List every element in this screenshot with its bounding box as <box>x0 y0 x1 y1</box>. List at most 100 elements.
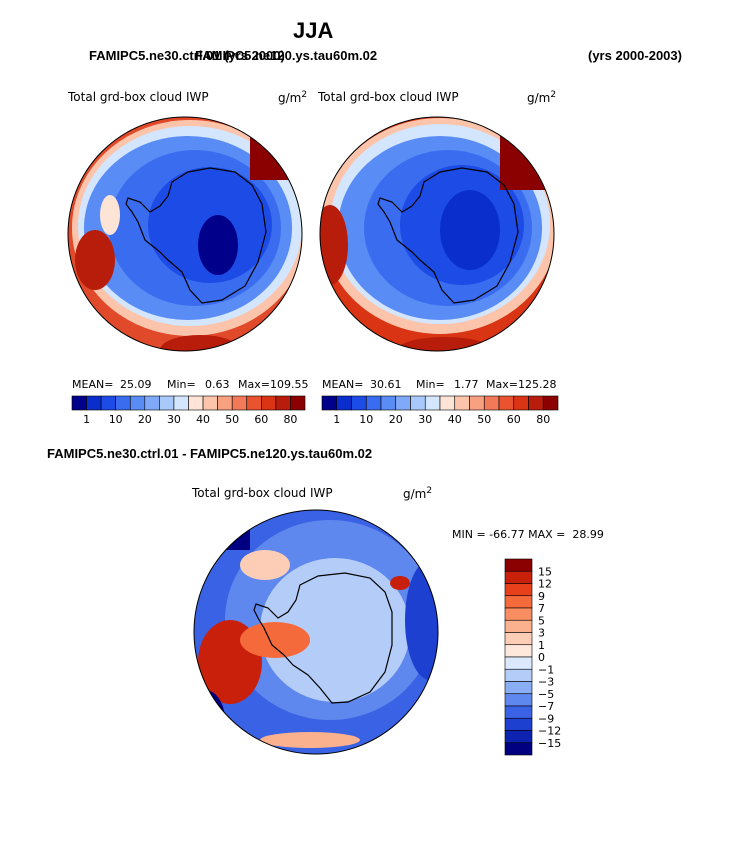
colorbar-1-swatch <box>217 395 233 411</box>
colorbar-1-swatch <box>129 395 146 411</box>
colorbar-2-swatch <box>498 395 515 411</box>
panel2-coastline <box>377 167 519 304</box>
colorbar-1-swatch <box>246 395 262 411</box>
colorbar-3-swatch <box>504 656 533 670</box>
colorbar-2-swatch <box>528 395 544 411</box>
colorbar-3-tick-label: 7 <box>538 602 545 615</box>
colorbar-2-tick-label: 20 <box>389 413 403 426</box>
panel1-coastline <box>125 167 267 304</box>
panel1-units-sup: 2 <box>301 90 308 100</box>
colorbar-1-tick-label: 40 <box>196 413 210 426</box>
panel3-stats: MIN = -66.77 MAX = 28.99 <box>452 528 604 541</box>
colorbar-1-swatch <box>290 395 306 411</box>
colorbar-3-swatch <box>504 644 533 658</box>
colorbar-2-swatch <box>351 395 367 411</box>
panel2-min: 1.77 <box>454 378 479 391</box>
colorbar-3-swatch <box>504 717 533 731</box>
panel1-title: Total grd-box cloud IWP <box>68 90 209 104</box>
colorbar-2-tick-label: 1 <box>333 413 340 426</box>
colorbar-2-swatch <box>424 395 441 411</box>
panel1-max-label: Max= <box>238 378 270 391</box>
colorbar-3-tick-label: 12 <box>538 578 552 591</box>
case-title-left-overlap: FAMIPC5.ne120.ys.tau60m.02 <box>195 48 378 63</box>
colorbar-1-swatch <box>261 395 277 411</box>
colorbar-1-swatch <box>86 395 102 411</box>
panel1-units: g/m2 <box>278 90 307 105</box>
panel3-coastline <box>253 572 393 704</box>
colorbar-2-swatch <box>410 395 426 411</box>
colorbar-2-tick-label: 50 <box>477 413 491 426</box>
colorbar-1-swatch <box>173 395 189 411</box>
colorbar-3-tick-label: −12 <box>538 725 561 738</box>
colorbar-3-swatch <box>504 595 533 609</box>
panel3-title: Total grd-box cloud IWP <box>192 486 333 500</box>
colorbar-2-swatch <box>454 395 470 411</box>
panel2-mean-label: MEAN= <box>322 378 364 391</box>
panel1-mean: 25.09 <box>120 378 152 391</box>
colorbar-1-tick-label: 1 <box>83 413 90 426</box>
colorbar-1-swatch <box>202 395 218 411</box>
colorbar-1-swatch <box>71 395 87 411</box>
colorbar-1: 1 10 20 30 40 50 60 80 <box>71 395 306 426</box>
colorbar-1-swatch <box>231 395 248 411</box>
panel1-max: 109.55 <box>270 378 309 391</box>
colorbar-3-swatch <box>504 619 533 633</box>
colorbar-1-tick-label: 60 <box>254 413 268 426</box>
colorbar-1-swatch <box>144 395 160 411</box>
colorbar-2-swatch <box>439 395 456 411</box>
colorbar-1-swatch <box>115 395 131 411</box>
colorbar-3-swatch <box>504 583 533 597</box>
panel2-mean: 30.61 <box>370 378 402 391</box>
panel2-min-label: Min= <box>416 378 445 391</box>
panel2-max-label: Max= <box>486 378 518 391</box>
colorbar-3-tick-label: 3 <box>538 627 545 640</box>
colorbar-3-swatch <box>504 681 533 695</box>
colorbar-3-tick-label: 1 <box>538 639 545 652</box>
panel2-max: 125.28 <box>518 378 557 391</box>
colorbar-3-tick-label: 5 <box>538 614 545 627</box>
panel1-mean-label: MEAN= <box>72 378 114 391</box>
colorbar-3-tick-label: −5 <box>538 688 554 701</box>
colorbar-1-tick-label: 20 <box>138 413 152 426</box>
colorbar-2: 1 10 20 30 40 50 60 80 <box>321 395 559 426</box>
panel2-units-sup: 2 <box>550 90 557 100</box>
colorbar-3-tick-label: −7 <box>538 700 554 713</box>
colorbar-3-tick-label: −3 <box>538 676 554 689</box>
colorbar-3-tick-label: −9 <box>538 712 554 725</box>
colorbar-1-swatch <box>275 395 291 411</box>
colorbar-1-tick-label: 50 <box>225 413 239 426</box>
colorbar-1-tick-label: 80 <box>283 413 297 426</box>
case-title-left: FAMIPC5.ne30.ctrl.01 (yrs 2000) <box>89 48 285 63</box>
colorbar-2-swatch <box>380 395 397 411</box>
colorbar-3-swatch <box>504 632 533 646</box>
colorbar-3-swatch <box>504 607 533 621</box>
colorbar-3-tick-label: 15 <box>538 565 552 578</box>
panel3-units: g/m2 <box>403 486 432 501</box>
colorbar-3-swatch <box>504 742 533 756</box>
colorbar-3-swatch <box>504 730 533 744</box>
diff-title: FAMIPC5.ne30.ctrl.01 - FAMIPC5.ne120.ys.… <box>47 446 373 461</box>
colorbar-3-swatch <box>504 570 533 584</box>
panel2-map <box>319 116 555 352</box>
panel2-units-base: g/m <box>527 91 551 105</box>
colorbar-2-tick-label: 10 <box>359 413 373 426</box>
colorbar-3-tick-label: 9 <box>538 590 545 603</box>
colorbar-1-tick-label: 30 <box>167 413 181 426</box>
colorbar-2-swatch <box>395 395 411 411</box>
colorbar-2-swatch <box>483 395 500 411</box>
colorbar-1-swatch <box>159 395 175 411</box>
colorbar-3-tick-label: −15 <box>538 737 561 750</box>
colorbar-2-swatch <box>365 395 382 411</box>
colorbar-3-swatch <box>504 558 533 572</box>
colorbar-1-tick-label: 10 <box>109 413 123 426</box>
panel2-title: Total grd-box cloud IWP <box>318 90 459 104</box>
panel3-units-sup: 2 <box>426 486 433 496</box>
colorbar-3-tick-label: −1 <box>538 663 554 676</box>
panel1-min: 0.63 <box>205 378 230 391</box>
panel1-units-base: g/m <box>278 91 302 105</box>
colorbar-3-swatch <box>504 693 533 707</box>
colorbar-2-tick-label: 60 <box>507 413 521 426</box>
colorbar-2-swatch <box>513 395 529 411</box>
